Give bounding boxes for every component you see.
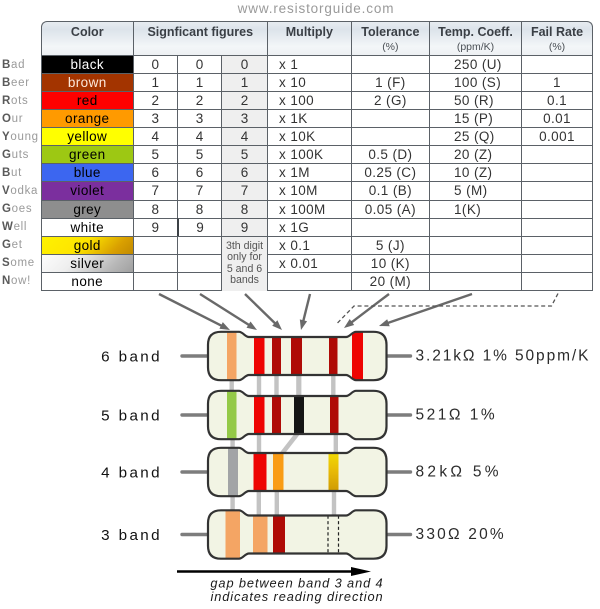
svg-text:4 band: 4 band	[101, 464, 162, 481]
svg-text:3 band: 3 band	[101, 527, 162, 544]
svg-text:521Ω 1%: 521Ω 1%	[416, 406, 498, 423]
svg-text:indicates reading direction: indicates reading direction	[211, 589, 384, 604]
svg-text:gap between band 3 and 4: gap between band 3 and 4	[210, 576, 383, 591]
svg-text:330Ω 20%: 330Ω 20%	[416, 526, 506, 543]
svg-text:3.21kΩ 1% 50ppm/K: 3.21kΩ 1% 50ppm/K	[416, 347, 591, 364]
svg-text:82kΩ 5%: 82kΩ 5%	[416, 463, 502, 480]
svg-text:6 band: 6 band	[101, 348, 162, 365]
svg-text:5 band: 5 band	[101, 407, 162, 424]
